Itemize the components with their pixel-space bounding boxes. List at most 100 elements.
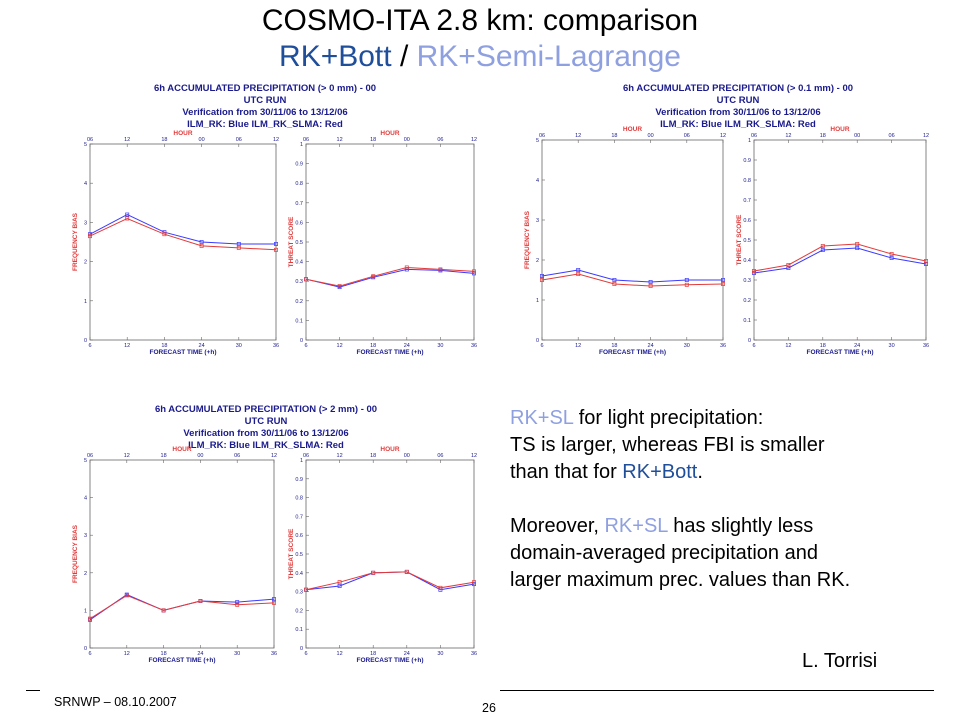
series-line-red <box>541 273 724 287</box>
y-tick-label: 0.6 <box>295 220 303 226</box>
data-point-red <box>235 602 240 607</box>
y-tick-label: 0.9 <box>295 477 303 483</box>
x-top-tick-label: 06 <box>539 133 545 139</box>
caption-line: 6h ACCUMULATED PRECIPITATION (> 2 mm) - … <box>154 404 378 427</box>
top-axis-label: HOUR <box>380 130 399 137</box>
y-tick-label: 0.4 <box>743 258 751 264</box>
data-point-red <box>274 247 278 252</box>
x-top-tick-label: 12 <box>575 133 581 139</box>
y-tick-label: 2 <box>84 260 87 266</box>
series-line-red <box>89 594 275 620</box>
x-top-tick-label: 12 <box>124 453 130 459</box>
data-point-red <box>371 570 376 575</box>
y-tick-label: 2 <box>536 258 539 264</box>
y-tick-label: 0.8 <box>295 496 303 502</box>
data-point-red <box>88 234 92 239</box>
commentary: RK+SL for light precipitation: TS is lar… <box>510 405 950 594</box>
x-top-tick-label: 12 <box>124 137 130 143</box>
y-tick-label: 1 <box>84 299 87 305</box>
x-tick-label: 12 <box>575 343 581 349</box>
data-point-red <box>162 232 167 237</box>
data-point-red <box>125 216 130 221</box>
caption-line: Verification from 30/11/06 to 13/12/06 <box>655 107 821 118</box>
y-tick-label: 3 <box>84 220 87 226</box>
y-axis-label: FREQUENCY BIAS <box>72 524 79 583</box>
y-tick-label: 0.2 <box>295 299 303 305</box>
y-tick-label: 0.3 <box>743 278 751 284</box>
chart-threat-score-2mm: 0 0.1 0.2 0.3 0.4 0.5 0.6 0.7 0.8 0.9 1 6 06 12 12 18 18… <box>280 446 480 664</box>
rk-sl-term: RK+SL <box>604 515 668 537</box>
x-tick-label: 24 <box>197 651 203 657</box>
data-point-red <box>752 269 756 273</box>
y-tick-label: 5 <box>84 458 87 464</box>
commentary-line: Moreover, RK+SL has slightly less <box>510 513 950 540</box>
text-span: Moreover, <box>510 515 605 537</box>
y-tick-label: 0.2 <box>743 298 751 304</box>
x-tick-label: 36 <box>271 651 277 657</box>
x-tick-label: 30 <box>236 343 242 349</box>
plot-frame <box>89 143 277 341</box>
data-point-red <box>236 245 241 250</box>
x-top-tick-label: 06 <box>684 133 690 139</box>
plot-frame <box>753 139 927 341</box>
rk-bott-term: RK+Bott <box>622 461 698 483</box>
x-top-tick-label: 06 <box>303 137 309 143</box>
y-tick-label: 1 <box>300 142 303 148</box>
chart-svg: 0 0.1 0.2 0.3 0.4 0.5 0.6 0.7 0.8 0.9 1 6 06 12 12 18 18… <box>288 130 477 356</box>
y-tick-label: 0.1 <box>295 627 303 633</box>
y-tick-label: 0 <box>300 338 303 344</box>
x-tick-label: 30 <box>234 651 240 657</box>
y-tick-label: 5 <box>84 142 87 148</box>
x-tick-label: 18 <box>370 343 376 349</box>
y-axis-label: FREQUENCY BIAS <box>524 210 531 269</box>
x-top-tick-label: 06 <box>889 133 895 139</box>
text-span: than that for <box>510 461 623 483</box>
x-top-tick-label: 18 <box>370 453 376 459</box>
y-tick-label: 0.5 <box>295 240 303 246</box>
caption-line: ILM_RK: Blue ILM_RK_SLMA: Red <box>660 119 816 130</box>
x-top-tick-label: 18 <box>820 133 826 139</box>
data-point-blue <box>752 271 756 275</box>
data-point-red <box>820 244 825 248</box>
y-tick-label: 0 <box>300 646 303 652</box>
x-tick-label: 12 <box>337 651 343 657</box>
y-tick-label: 0.3 <box>295 590 303 596</box>
caption-line: ILM_RK: Blue ILM_RK_SLMA: Red <box>187 119 343 130</box>
x-tick-label: 36 <box>471 343 477 349</box>
y-tick-label: 0.9 <box>295 162 303 168</box>
x-tick-label: 12 <box>337 343 343 349</box>
x-top-tick-label: 18 <box>370 137 376 143</box>
data-point-blue <box>855 246 860 250</box>
caption-line: 6h ACCUMULATED PRECIPITATION (> 0.1 mm) … <box>622 83 854 106</box>
caption-0mm: 6h ACCUMULATED PRECIPITATION (> 0 mm) - … <box>150 83 380 131</box>
x-top-tick-label: 12 <box>471 137 477 143</box>
data-point-red <box>371 274 376 279</box>
subtitle-bott: RK+Bott <box>279 40 392 73</box>
data-point-red <box>404 265 409 270</box>
commentary-line: than that for RK+Bott. <box>510 459 950 486</box>
y-tick-label: 0.7 <box>743 198 751 204</box>
series-line-blue <box>753 247 927 274</box>
x-top-tick-label: 00 <box>854 133 860 139</box>
y-tick-label: 0.3 <box>295 279 303 285</box>
x-top-tick-label: 18 <box>611 133 617 139</box>
data-point-blue <box>472 271 476 276</box>
slide-title: COSMO-ITA 2.8 km: comparison <box>261 4 699 37</box>
x-top-tick-label: 06 <box>87 137 93 143</box>
y-tick-label: 0 <box>84 646 87 652</box>
x-top-tick-label: 06 <box>236 137 242 143</box>
x-tick-label: 30 <box>684 343 690 349</box>
y-tick-label: 3 <box>536 218 539 224</box>
footer-rule-right <box>500 690 934 691</box>
x-top-tick-label: 06 <box>437 453 443 459</box>
y-tick-label: 0.6 <box>295 533 303 539</box>
y-tick-label: 0.7 <box>295 514 303 520</box>
data-point-red <box>161 608 166 613</box>
y-tick-label: 1 <box>748 138 751 144</box>
x-tick-label: 36 <box>923 343 929 349</box>
x-top-tick-label: 12 <box>271 453 277 459</box>
y-tick-label: 3 <box>84 533 87 539</box>
chart-svg: 0 0.1 0.2 0.3 0.4 0.5 0.6 0.7 0.8 0.9 1 6 06 12 12 18 18… <box>288 446 477 664</box>
y-tick-label: 0.6 <box>743 218 751 224</box>
data-point-red <box>924 259 928 263</box>
